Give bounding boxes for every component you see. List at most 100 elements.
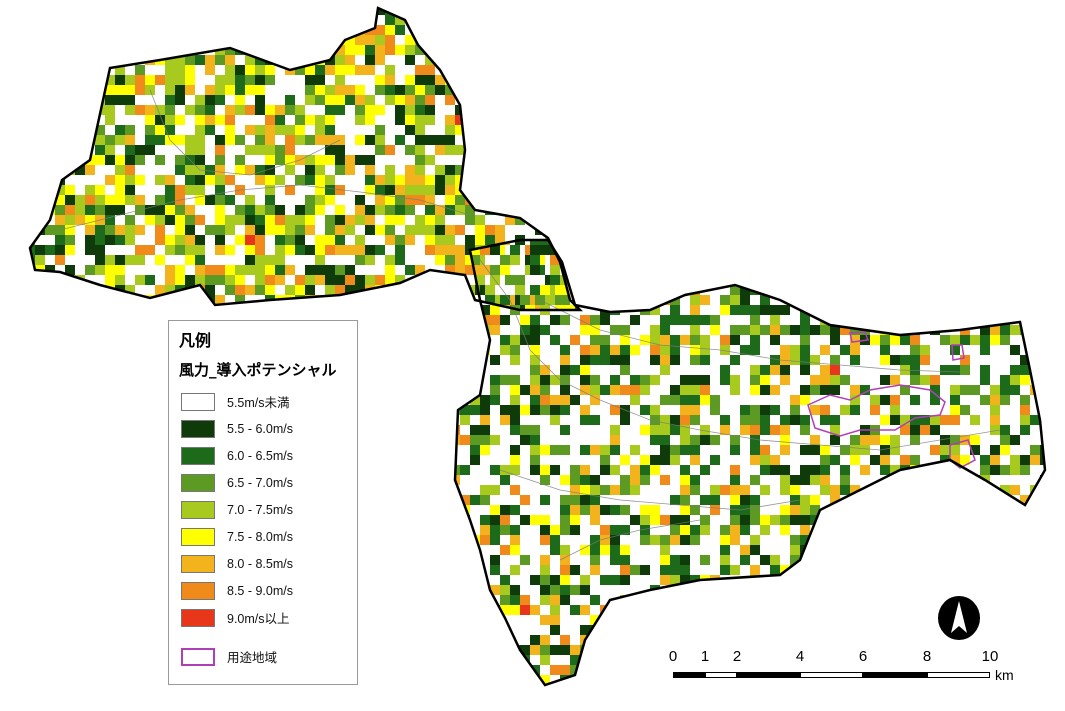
raster-cell xyxy=(475,215,485,225)
raster-cell xyxy=(135,85,145,95)
raster-cell xyxy=(1020,505,1030,515)
raster-cell xyxy=(395,175,405,185)
raster-cell xyxy=(155,155,165,165)
raster-cell xyxy=(1000,465,1010,475)
raster-cell xyxy=(265,125,275,135)
raster-cell xyxy=(445,235,455,245)
raster-cell xyxy=(55,155,65,165)
raster-cell xyxy=(255,215,265,225)
raster-cell xyxy=(195,275,205,285)
raster-cell xyxy=(85,105,95,115)
raster-cell xyxy=(530,240,540,245)
raster-cell xyxy=(920,565,930,575)
raster-cell xyxy=(510,415,520,425)
raster-cell xyxy=(155,175,165,185)
raster-cell xyxy=(950,415,960,425)
raster-cell xyxy=(505,275,515,285)
raster-cell xyxy=(295,275,305,285)
raster-cell xyxy=(315,235,325,245)
raster-cell xyxy=(750,315,760,325)
raster-cell xyxy=(335,155,345,165)
raster-cell xyxy=(790,395,800,405)
raster-cell xyxy=(455,545,460,555)
raster-cell xyxy=(105,135,115,145)
raster-cell xyxy=(910,545,920,555)
raster-cell xyxy=(730,515,740,525)
raster-cell xyxy=(660,535,670,545)
raster-cell xyxy=(680,515,690,525)
raster-cell xyxy=(1020,355,1030,365)
raster-cell xyxy=(690,315,700,325)
raster-cell xyxy=(35,105,45,115)
raster-cell xyxy=(820,555,830,565)
raster-cell xyxy=(365,155,375,165)
raster-cell xyxy=(920,485,930,495)
raster-cell xyxy=(335,285,345,295)
raster-cell xyxy=(115,135,125,145)
raster-cell xyxy=(510,505,520,515)
raster-cell xyxy=(85,55,95,65)
raster-cell xyxy=(1010,305,1020,315)
raster-cell xyxy=(1040,625,1045,635)
raster-cell xyxy=(540,475,550,485)
raster-cell xyxy=(510,605,520,615)
raster-cell xyxy=(820,465,830,475)
raster-cell xyxy=(820,265,830,275)
raster-cell xyxy=(375,135,385,145)
raster-cell xyxy=(570,335,580,345)
raster-cell xyxy=(950,485,960,495)
raster-cell xyxy=(55,85,65,95)
raster-cell xyxy=(245,205,255,215)
raster-cell xyxy=(115,165,125,175)
raster-cell xyxy=(55,55,65,65)
raster-cell xyxy=(1040,655,1045,665)
raster-cell xyxy=(970,265,980,275)
raster-cell xyxy=(460,385,470,395)
raster-cell xyxy=(700,385,710,395)
raster-cell xyxy=(700,345,710,355)
raster-cell xyxy=(30,215,35,225)
raster-cell xyxy=(135,65,145,75)
raster-cell xyxy=(215,295,225,305)
raster-cell xyxy=(165,295,175,305)
raster-cell xyxy=(640,425,650,435)
raster-cell xyxy=(35,305,45,310)
raster-cell xyxy=(470,325,480,335)
raster-cell xyxy=(465,25,475,35)
raster-cell xyxy=(990,295,1000,305)
raster-cell xyxy=(690,305,700,315)
raster-cell xyxy=(640,285,650,295)
raster-cell xyxy=(95,125,105,135)
raster-cell xyxy=(630,395,640,405)
raster-cell xyxy=(95,235,105,245)
raster-cell xyxy=(540,555,550,565)
raster-cell xyxy=(630,295,640,305)
raster-cell xyxy=(305,75,315,85)
raster-cell xyxy=(95,245,105,255)
raster-cell xyxy=(620,575,630,585)
raster-cell xyxy=(315,95,325,105)
raster-cell xyxy=(490,395,500,405)
raster-cell xyxy=(325,285,335,295)
raster-cell xyxy=(770,565,780,575)
raster-cell xyxy=(880,625,890,635)
raster-cell xyxy=(640,375,650,385)
raster-cell xyxy=(650,375,660,385)
raster-cell xyxy=(35,165,45,175)
raster-cell xyxy=(345,95,355,105)
raster-cell xyxy=(890,545,900,555)
raster-cell xyxy=(810,375,820,385)
raster-cell xyxy=(185,75,195,85)
raster-cell xyxy=(950,395,960,405)
raster-cell xyxy=(245,285,255,295)
raster-cell xyxy=(820,595,830,605)
raster-cell xyxy=(1010,595,1020,605)
raster-cell xyxy=(415,65,425,75)
legend-subtitle: 風力_導入ポテンシャル xyxy=(179,361,337,379)
raster-cell xyxy=(165,235,175,245)
raster-cell xyxy=(65,75,75,85)
raster-cell xyxy=(590,555,600,565)
raster-cell xyxy=(135,195,145,205)
raster-cell xyxy=(550,615,560,625)
raster-cell xyxy=(255,235,265,245)
